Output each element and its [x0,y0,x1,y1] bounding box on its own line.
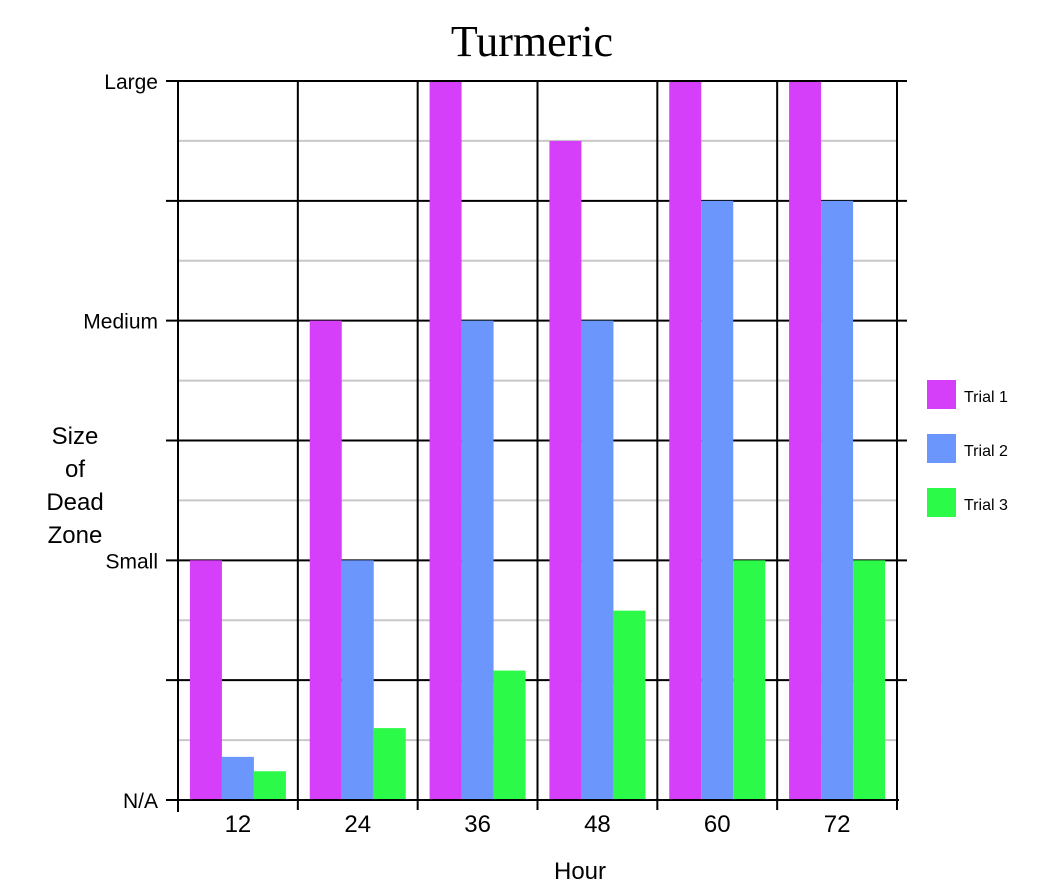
y-tick-label: Medium [83,311,158,334]
x-tick-label: 72 [824,811,851,838]
bar-trial-2-24 [341,560,374,800]
bar-trial-3-36 [493,670,526,800]
x-tick-label: 48 [584,811,611,838]
bar-trial-3-60 [733,560,766,800]
chart-title: Turmeric [451,17,613,66]
x-tick-labels: 12 24 36 48 60 72 [225,811,851,838]
bar-trial-2-48 [581,320,614,800]
bar-trial-2-60 [701,200,734,801]
bar-trial-3-72 [853,560,886,800]
legend-swatch [927,488,956,517]
y-tick-labels: N/A Small Medium Large [83,71,158,813]
x-tick-label: 24 [344,811,371,838]
legend-label: Trial 1 [964,389,1008,406]
bar-trial-1-48 [549,140,582,800]
bar-trial-1-72 [789,81,822,800]
y-tick-label: Small [105,550,158,573]
bar-trial-3-24 [373,728,406,800]
bars [189,81,886,801]
bar-trial-1-12 [189,560,222,800]
y-axis-label-line: Size [52,423,99,450]
legend-swatch [927,380,956,409]
x-tick-label: 60 [704,811,731,838]
legend-swatch [927,434,956,463]
bar-trial-2-36 [461,320,494,800]
bar-trial-1-60 [669,81,702,800]
x-axis-label: Hour [554,858,606,885]
legend-label: Trial 2 [964,443,1008,460]
y-axis-label: Size of Dead Zone [46,423,103,549]
bar-trial-2-72 [821,200,854,801]
y-axis-label-line: of [65,456,85,483]
y-axis-label-line: Zone [48,522,103,549]
y-axis-label-line: Dead [46,489,103,516]
bar-trial-3-48 [613,610,646,800]
bar-trial-1-36 [429,81,462,800]
y-tick-label: N/A [123,790,158,813]
x-tick-label: 12 [225,811,252,838]
y-tick-label: Large [104,71,158,94]
bar-trial-1-24 [309,320,342,800]
bar-trial-2-12 [221,756,254,800]
x-tick-label: 36 [464,811,491,838]
axes [166,80,899,812]
legend-label: Trial 3 [964,497,1008,514]
bar-trial-3-12 [253,771,286,800]
legend: Trial 1 Trial 2 Trial 3 [927,380,1008,517]
